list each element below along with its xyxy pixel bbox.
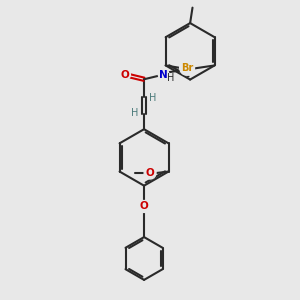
Text: Br: Br xyxy=(181,63,193,73)
Circle shape xyxy=(120,70,130,80)
Circle shape xyxy=(158,69,169,80)
Circle shape xyxy=(180,60,194,75)
Circle shape xyxy=(144,167,156,179)
Text: O: O xyxy=(146,168,154,178)
Text: H: H xyxy=(167,73,175,83)
Circle shape xyxy=(138,200,150,212)
Text: H: H xyxy=(131,108,139,118)
Text: N: N xyxy=(159,70,168,80)
Text: H: H xyxy=(149,93,157,103)
Text: O: O xyxy=(140,202,148,212)
Text: O: O xyxy=(121,70,129,80)
